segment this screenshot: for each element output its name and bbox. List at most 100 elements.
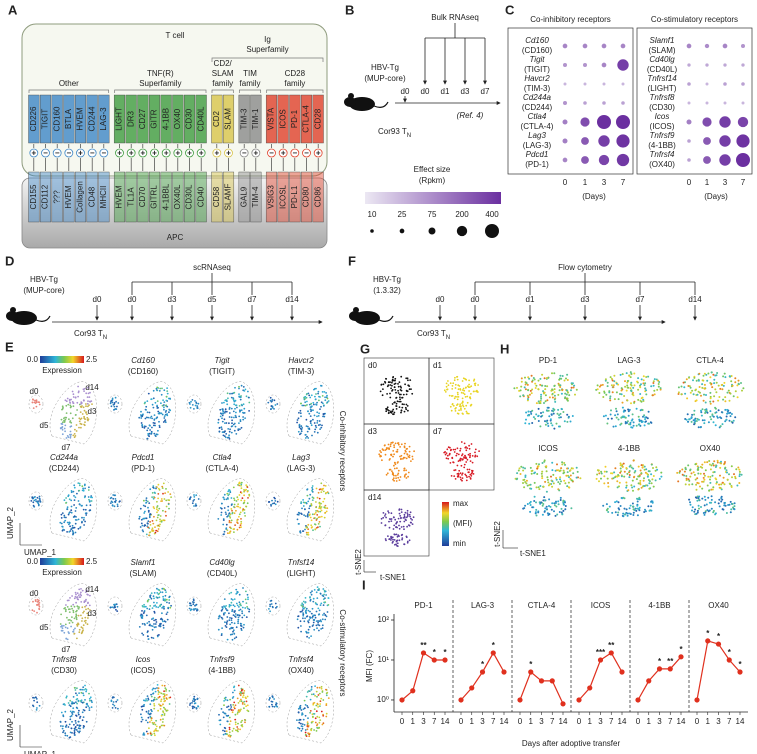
cell-dot <box>722 375 725 378</box>
label-bg <box>578 295 592 305</box>
cell-dot <box>220 616 223 619</box>
label-bg <box>125 295 139 305</box>
cell-dot <box>533 378 536 381</box>
receptor-box <box>222 94 235 144</box>
cell-dot <box>157 493 160 495</box>
cell-dot <box>443 389 446 392</box>
cell-dot <box>83 600 86 603</box>
cell-dot <box>644 510 647 513</box>
cell-dot <box>381 394 384 397</box>
cell-dot <box>398 406 401 408</box>
group-label: Superfamily <box>246 45 288 54</box>
cell-dot <box>153 696 156 699</box>
cell-dot <box>70 715 73 717</box>
cell-dot <box>470 393 472 395</box>
cell-dot <box>76 609 78 612</box>
cell-dot <box>543 402 545 404</box>
cell-dot <box>304 731 307 734</box>
cell-dot <box>628 474 631 476</box>
cell-dot <box>615 410 618 413</box>
cell-dot <box>712 373 715 376</box>
cell-dot <box>160 714 163 717</box>
cell-dot <box>87 386 89 389</box>
marker-label: OX40 <box>700 444 721 453</box>
apc-box <box>21 177 328 249</box>
cell-dot <box>304 714 307 717</box>
cell-dot <box>80 504 83 507</box>
cell-dot <box>620 416 623 419</box>
cell-dot <box>242 626 245 629</box>
cell-dot <box>238 482 240 485</box>
cell-dot <box>411 455 414 458</box>
cell-dot <box>311 485 314 487</box>
cell-dot <box>300 610 303 613</box>
cell-dot <box>698 495 701 498</box>
cell-dot <box>559 374 562 377</box>
cell-dot <box>522 482 524 484</box>
cell-dot <box>701 466 704 469</box>
cell-dot <box>616 475 619 478</box>
cell-dot <box>231 422 233 425</box>
cell-dot <box>314 395 316 398</box>
cell-dot <box>237 616 240 619</box>
dot <box>723 101 727 105</box>
cell-dot <box>715 411 718 414</box>
cell-dot <box>403 456 406 459</box>
sign-circle <box>302 148 311 158</box>
cell-dot <box>158 695 161 698</box>
cell-dot <box>601 383 604 386</box>
cell-dot <box>413 450 415 453</box>
cell-dot <box>80 691 83 694</box>
cell-dot <box>527 398 529 400</box>
cell-dot <box>237 428 240 430</box>
sign: − <box>242 149 247 158</box>
cell-dot <box>398 524 400 527</box>
cell-dot <box>74 627 76 630</box>
cell-dot <box>145 698 148 700</box>
cell-dot <box>543 391 546 394</box>
cell-dot <box>274 602 277 605</box>
cell-dot <box>466 468 469 471</box>
dot <box>687 158 691 162</box>
cell-dot <box>730 486 733 488</box>
x-tick-label: 14 <box>559 717 568 726</box>
cell-dot <box>223 507 226 509</box>
cell-dot <box>560 377 563 380</box>
cell-dot <box>87 705 90 708</box>
cell-dot <box>624 416 627 419</box>
cell-dot <box>576 470 579 473</box>
sign-circle <box>224 148 233 158</box>
cell-dot <box>227 532 229 535</box>
cell-dot <box>626 514 629 517</box>
dot <box>562 43 568 49</box>
cell-dot <box>65 497 67 499</box>
cell-dot <box>709 475 712 478</box>
cell-dot <box>322 614 324 616</box>
cell-dot <box>644 387 647 390</box>
cell-dot <box>449 405 452 408</box>
cell-dot <box>116 405 118 408</box>
cell-dot <box>119 500 121 502</box>
cell-dot <box>271 695 274 698</box>
cell-dot <box>710 371 713 374</box>
cell-dot <box>626 386 629 389</box>
cell-dot <box>538 402 541 405</box>
cell-dot <box>611 511 614 514</box>
cell-dot <box>167 503 170 506</box>
cell-dot <box>626 381 629 384</box>
cell-dot <box>575 466 578 469</box>
cell-dot <box>161 612 163 615</box>
cell-dot <box>463 463 466 466</box>
cell-dot <box>648 482 651 485</box>
dot <box>621 101 625 105</box>
cell-dot <box>408 539 411 542</box>
cell-dot <box>399 446 401 448</box>
cells-sub: N <box>103 335 107 341</box>
cell-dot <box>147 434 150 436</box>
cell-dot <box>117 402 120 404</box>
cell-dot <box>734 416 737 419</box>
cell-dot <box>155 698 158 701</box>
time-label: d3 <box>581 295 590 304</box>
cell-dot <box>539 377 542 380</box>
cell-dot <box>165 399 168 402</box>
